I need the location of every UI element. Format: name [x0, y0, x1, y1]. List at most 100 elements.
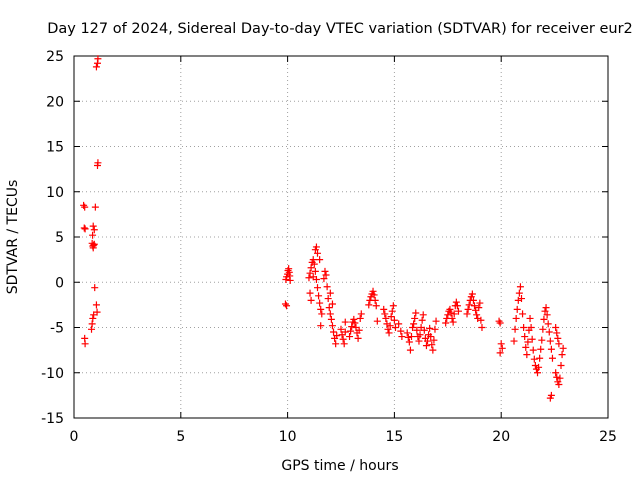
data-point — [81, 340, 89, 348]
data-point — [557, 362, 565, 370]
data-point — [478, 324, 486, 331]
data-point — [547, 345, 555, 353]
axis-ticks — [73, 55, 609, 419]
data-point — [424, 337, 432, 345]
data-point — [511, 325, 519, 333]
data-point — [316, 256, 324, 264]
data-point — [535, 363, 543, 371]
data-point — [530, 355, 538, 363]
data-point — [404, 333, 412, 341]
data-point — [81, 203, 89, 211]
data-point — [346, 333, 354, 341]
data-point — [387, 313, 395, 321]
data-point — [431, 325, 439, 333]
data-point — [454, 307, 462, 315]
data-point — [356, 314, 364, 322]
data-point — [559, 344, 567, 352]
data-point — [90, 241, 98, 249]
data-point — [311, 267, 319, 275]
data-point — [385, 329, 393, 337]
x-tick-label: 20 — [492, 429, 510, 445]
data-point — [325, 304, 333, 312]
data-point — [432, 317, 440, 325]
data-point — [528, 335, 536, 343]
data-point — [357, 310, 365, 318]
x-tick-label: 25 — [599, 429, 617, 445]
data-point — [449, 318, 457, 326]
x-tick-labels: 0 5 10 15 20 25 — [70, 429, 617, 445]
data-point — [283, 302, 291, 310]
data-point — [337, 325, 345, 333]
y-tick-label: 25 — [46, 49, 64, 65]
data-point — [553, 373, 561, 381]
data-point — [556, 374, 564, 382]
data-point — [320, 275, 328, 283]
data-point — [370, 291, 378, 299]
data-point — [380, 305, 388, 313]
data-point — [545, 328, 553, 336]
data-point — [312, 243, 320, 251]
data-point — [341, 318, 349, 326]
data-point — [307, 264, 315, 272]
data-point — [91, 284, 99, 292]
data-point — [464, 305, 472, 313]
data-point — [547, 391, 555, 399]
data-point — [516, 283, 524, 291]
data-point — [463, 310, 471, 318]
data-point — [534, 369, 542, 377]
data-point — [427, 333, 435, 341]
data-point — [391, 324, 399, 331]
data-point — [309, 273, 317, 281]
data-point — [412, 309, 420, 317]
data-point — [305, 274, 313, 282]
y-tick-label: -15 — [41, 411, 64, 427]
data-point — [495, 317, 503, 325]
data-point — [496, 349, 504, 357]
data-point — [94, 55, 102, 63]
x-tick-label: 5 — [176, 429, 185, 445]
data-point — [88, 320, 96, 328]
data-point — [514, 296, 522, 304]
data-point — [413, 326, 421, 334]
data-point — [403, 329, 411, 337]
data-point — [373, 317, 381, 325]
data-point — [430, 336, 438, 344]
data-point — [350, 315, 358, 323]
data-point — [390, 316, 398, 324]
data-point — [81, 225, 89, 233]
data-point — [398, 333, 406, 341]
data-point — [324, 295, 332, 303]
data-points — [80, 55, 567, 402]
data-point — [420, 326, 428, 334]
data-point — [527, 324, 535, 331]
data-point — [515, 289, 523, 297]
data-point — [537, 345, 545, 353]
data-point — [314, 249, 322, 257]
data-point — [542, 304, 550, 312]
data-point — [406, 346, 414, 354]
data-point — [333, 332, 341, 340]
data-point — [405, 338, 413, 346]
data-point — [348, 323, 356, 331]
data-point — [538, 336, 546, 344]
data-point — [354, 334, 362, 342]
data-point — [555, 381, 563, 389]
data-point — [306, 289, 314, 297]
data-point — [450, 310, 458, 318]
data-point — [410, 320, 418, 328]
data-point — [536, 354, 544, 362]
data-point — [94, 159, 102, 167]
data-point — [326, 289, 334, 297]
data-point — [318, 310, 326, 318]
data-point — [351, 319, 359, 327]
data-point — [365, 301, 373, 309]
data-point — [372, 302, 380, 310]
data-point — [317, 305, 325, 313]
data-point — [553, 329, 561, 337]
data-point — [531, 362, 539, 370]
data-point — [416, 331, 424, 339]
y-tick-labels: -15 -10 -5 0 5 10 15 20 25 — [41, 49, 64, 427]
data-point — [281, 300, 289, 308]
data-point — [388, 307, 396, 315]
data-point — [512, 314, 520, 322]
